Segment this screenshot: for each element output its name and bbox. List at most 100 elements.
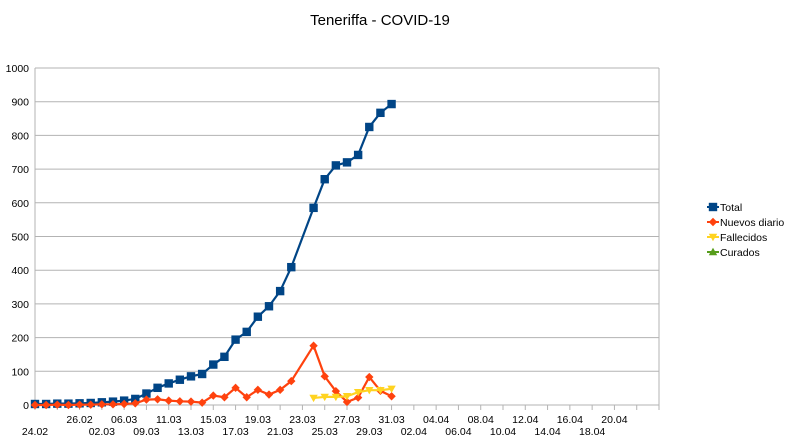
x-tick-label: 16.04	[557, 414, 583, 426]
data-point	[342, 397, 352, 407]
legend-marker	[708, 217, 718, 227]
series-nuevos-diario	[30, 341, 396, 410]
legend-item: Nuevos diario	[707, 217, 784, 229]
legend-marker	[708, 233, 718, 242]
data-point	[342, 393, 352, 401]
x-tick-label: 23.03	[289, 414, 315, 426]
grid	[35, 67, 659, 406]
x-tick-label: 02.04	[401, 426, 427, 438]
data-point	[175, 397, 185, 406]
data-point	[365, 372, 374, 382]
data-point	[231, 335, 240, 344]
data-point	[142, 395, 151, 404]
x-tick-label: 25.03	[312, 426, 338, 438]
legend-label: Fallecidos	[720, 232, 767, 244]
x-tick-label: 24.02	[22, 426, 48, 438]
y-tick-label: 300	[11, 299, 29, 311]
legend-label: Total	[720, 202, 742, 214]
y-tick-label: 400	[11, 265, 29, 277]
data-point	[253, 312, 263, 321]
x-tick-label: 04.04	[423, 414, 449, 426]
data-point	[186, 397, 196, 406]
data-point	[287, 262, 296, 272]
legend-item: Total	[707, 202, 742, 214]
data-point	[153, 383, 162, 393]
x-tick-label: 19.03	[245, 414, 271, 426]
data-point	[342, 158, 352, 167]
legend-item: Curados	[707, 247, 760, 259]
x-tick-label: 29.03	[356, 426, 382, 438]
data-point	[242, 393, 251, 402]
data-point	[131, 399, 140, 408]
data-point	[331, 393, 341, 402]
x-tick-label: 27.03	[334, 414, 360, 426]
x-tick-label: 13.03	[178, 426, 204, 438]
data-point	[264, 302, 274, 311]
y-tick-label: 700	[11, 164, 29, 176]
x-tick-label: 10.04	[490, 426, 516, 438]
y-axis-labels: 0 100 200 300 400 500 600 700 800 900 1000	[6, 63, 30, 412]
data-point	[287, 376, 296, 386]
axes	[34, 68, 660, 410]
series-total	[30, 99, 396, 409]
data-point	[220, 393, 229, 402]
x-tick-label: 06.04	[445, 426, 471, 438]
x-tick-label: 21.03	[267, 426, 293, 438]
data-point	[365, 386, 374, 395]
data-point	[119, 399, 129, 409]
data-point	[331, 161, 341, 170]
x-tick-label: 14.04	[534, 426, 560, 438]
legend-item: Fallecidos	[707, 232, 767, 244]
data-point	[353, 150, 363, 160]
data-point	[30, 400, 40, 410]
y-tick-label: 1000	[6, 63, 30, 75]
data-point	[309, 394, 318, 403]
data-point	[64, 400, 73, 410]
data-point	[320, 372, 329, 381]
chart-title: Teneriffa - COVID-19	[310, 12, 450, 29]
data-point	[264, 390, 274, 399]
data-point	[164, 396, 173, 405]
data-point	[197, 369, 207, 379]
data-point	[75, 400, 84, 409]
y-tick-label: 100	[11, 366, 29, 378]
x-tick-label: 09.03	[133, 426, 159, 438]
y-tick-label: 500	[11, 232, 29, 244]
data-point	[376, 386, 385, 395]
data-point	[275, 385, 285, 395]
data-point	[197, 398, 207, 407]
data-point	[309, 203, 318, 213]
legend-label: Curados	[720, 247, 760, 259]
data-point	[320, 393, 329, 402]
data-point	[97, 400, 107, 409]
x-tick-label: 06.03	[111, 414, 137, 426]
data-point	[365, 122, 374, 132]
data-point	[353, 388, 363, 397]
y-tick-label: 900	[11, 97, 29, 109]
x-tick-label: 08.04	[468, 414, 494, 426]
data-point	[175, 375, 185, 384]
x-tick-label: 02.03	[89, 426, 115, 438]
data-point	[209, 391, 218, 400]
data-point	[53, 400, 62, 409]
x-tick-label: 11.03	[156, 414, 182, 426]
legend: Total Nuevos diario Fallecidos Curados	[707, 202, 784, 259]
x-tick-label: 20.04	[601, 414, 627, 426]
data-point	[108, 400, 118, 409]
x-tick-label: 12.04	[512, 414, 538, 426]
x-tick-label: 18.04	[579, 426, 605, 438]
data-point	[387, 392, 396, 401]
data-point	[86, 400, 95, 409]
legend-label: Nuevos diario	[720, 217, 784, 229]
y-tick-label: 600	[11, 198, 29, 210]
data-point	[309, 341, 318, 350]
x-axis-labels: 24.02 26.0202.0306.0309.0311.0313.0315.03…	[22, 414, 628, 438]
x-tick-label: 15.03	[200, 414, 226, 426]
data-point	[231, 383, 240, 393]
series-fallecidos	[309, 385, 396, 403]
legend-marker	[708, 202, 718, 212]
x-tick-label: 31.03	[378, 414, 404, 426]
series-group	[30, 99, 396, 410]
x-tick-label: 26.02	[66, 414, 92, 426]
data-point	[131, 394, 140, 404]
